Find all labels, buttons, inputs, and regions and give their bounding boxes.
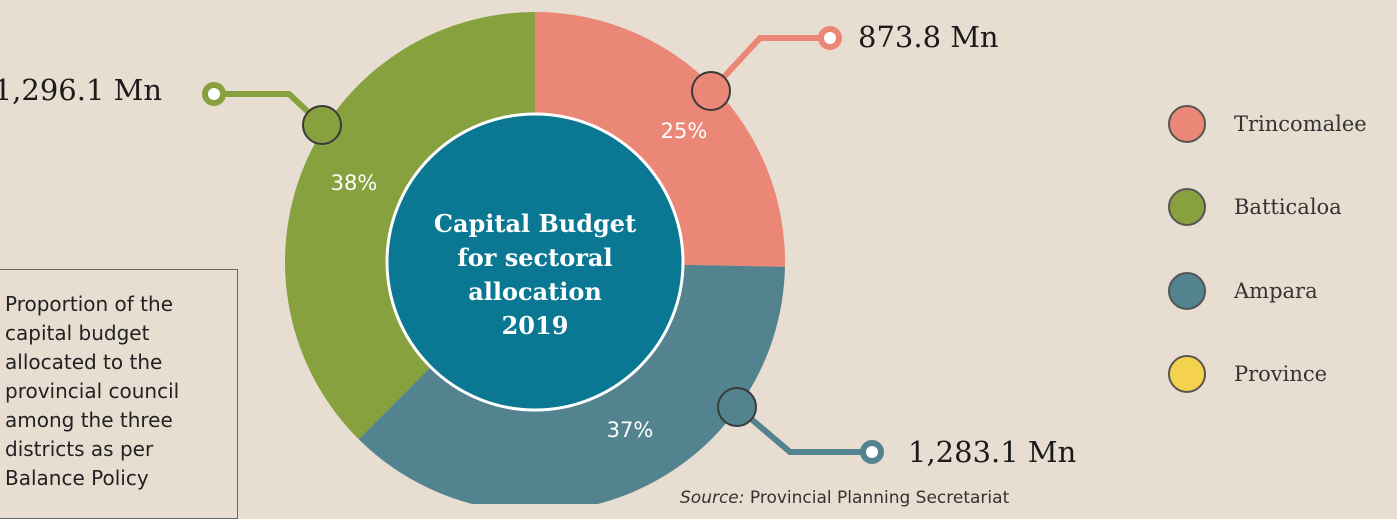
callouts: 873.8 Mn 1,283.1 Mn 1,296.1 Mn: [0, 20, 1076, 469]
legend-swatch: [1168, 104, 1206, 143]
note-line: districts as per: [5, 437, 154, 461]
legend-item-province: Province: [1168, 333, 1367, 417]
amount-label-trincomalee: 873.8 Mn: [858, 20, 999, 54]
note-line: Proportion of the: [5, 292, 174, 316]
chart-title: Capital Budget for sectoral allocation 2019: [434, 209, 636, 340]
description-note: Proportion of the capital budget allocated…: [0, 269, 238, 519]
center-circle: [385, 112, 685, 412]
percent-label-batticaloa: 38%: [331, 171, 378, 195]
note-line: capital budget: [5, 321, 150, 345]
legend-swatch: [1168, 188, 1206, 227]
chart-title-line: allocation: [468, 277, 602, 306]
callout-marker-trincomalee: [691, 71, 731, 111]
note-line: allocated to the: [5, 350, 163, 374]
chart-title-line: 2019: [502, 311, 569, 340]
donut-chart: Capital Budget for sectoral allocation 2019…: [0, 12, 1076, 504]
callout-endpoint-batticaloa: [202, 82, 226, 106]
legend-swatch: [1168, 271, 1206, 310]
legend-label: Batticaloa: [1234, 195, 1342, 220]
percent-label-trincomalee: 25%: [661, 119, 708, 143]
note-line: among the three: [5, 408, 173, 432]
legend-item-ampara: Ampara: [1168, 249, 1367, 333]
source-note: Source: Provincial Planning Secretariat: [680, 488, 1009, 508]
callout-endpoint-ampara: [860, 440, 884, 464]
callout-endpoint-trincomalee: [818, 26, 842, 50]
legend-label: Province: [1234, 362, 1328, 387]
legend-swatch: [1168, 355, 1206, 394]
chart-title-line: for sectoral: [457, 243, 612, 272]
amount-label-batticaloa: 1,296.1 Mn: [0, 73, 162, 107]
legend-label: Trincomalee: [1234, 111, 1367, 136]
percent-label-ampara: 37%: [607, 418, 654, 442]
amount-label-ampara: 1,283.1 Mn: [908, 435, 1076, 469]
callout-marker-ampara: [717, 387, 757, 427]
note-line: provincial council: [5, 379, 180, 403]
chart-title-line: Capital Budget: [434, 209, 636, 238]
callout-line-trincomalee: [708, 35, 830, 94]
source-prefix: Source:: [680, 488, 745, 508]
legend-item-batticaloa: Batticaloa: [1168, 166, 1367, 250]
note-line: Balance Policy: [5, 466, 149, 490]
source-text: Provincial Planning Secretariat: [744, 488, 1010, 508]
legend-label: Ampara: [1234, 278, 1318, 303]
legend-item-trincomalee: Trincomalee: [1168, 82, 1367, 166]
callout-line-ampara: [735, 404, 872, 455]
callout-marker-batticaloa: [302, 105, 342, 145]
percent-labels: 25% 37% 38%: [331, 119, 708, 442]
legend: Trincomalee Batticaloa Ampara Province: [1168, 82, 1367, 416]
